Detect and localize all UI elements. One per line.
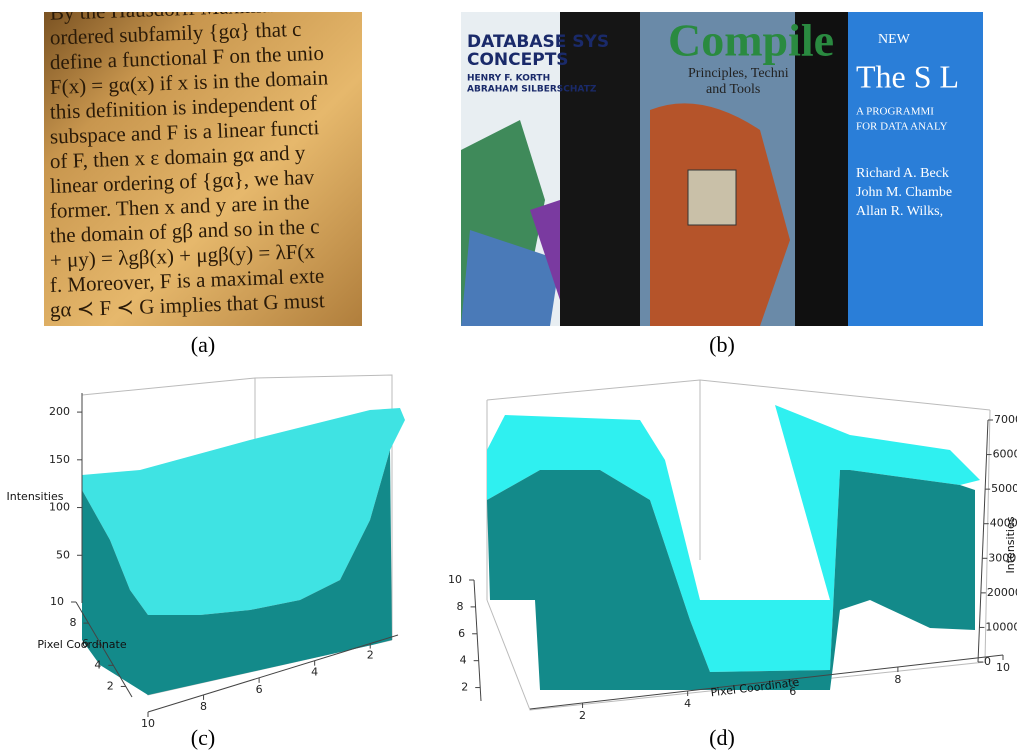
panel-d-plot [487, 380, 990, 710]
book-text: Allan R. Wilks, [856, 204, 943, 219]
book-text: DATABASE SYS [467, 32, 609, 52]
tick-label: 200 [49, 405, 70, 418]
tick-label: 2 [367, 649, 374, 662]
tick-label: 70000 [994, 413, 1017, 426]
book-text: Richard A. Beck [856, 166, 949, 181]
tick-label: 8 [69, 616, 76, 629]
tick-label: 4 [311, 666, 318, 679]
tick-label: 6 [256, 683, 263, 696]
book-text: Principles, Techni [688, 66, 789, 81]
panel-c-plot [82, 375, 405, 695]
book-text: NEW [878, 32, 911, 47]
tick-label: 8 [894, 673, 901, 686]
tick-label: 4 [684, 697, 691, 710]
tick-label: 8 [457, 600, 464, 613]
book-text: John M. Chambe [856, 185, 952, 200]
book-text: CONCEPTS [467, 50, 569, 70]
tick-label: 2 [107, 679, 114, 692]
panel-label: (c) [191, 725, 215, 750]
tick-label: 2 [579, 709, 586, 722]
tick-label: 60000 [993, 448, 1017, 461]
figure: By the Hausdorff Maximal Pordered subfam… [0, 0, 1017, 755]
book-text: FOR DATA ANALY [856, 121, 948, 133]
book-text: Compile [668, 15, 834, 66]
tick-label: 10 [141, 717, 155, 730]
panel-label: (b) [709, 332, 735, 357]
tick-label: 10 [50, 595, 64, 608]
book-text: The S L [856, 58, 959, 94]
book-text: and Tools [706, 82, 760, 97]
tick-label: 20000 [987, 586, 1017, 599]
tick-label: 10 [448, 573, 462, 586]
book-text: ABRAHAM SILBERSCHATZ [467, 85, 597, 95]
panel-label: (d) [709, 725, 735, 750]
axis-line [474, 580, 481, 701]
tick-label: 8 [200, 700, 207, 713]
axis-title: Pixel Coordinate [37, 638, 126, 651]
tick-label: 2 [461, 681, 468, 694]
axis-title: Intensities [1004, 516, 1017, 573]
book-text: A PROGRAMMI [856, 106, 934, 118]
panel-label: (a) [191, 332, 215, 357]
book-text: HENRY F. KORTH [467, 74, 550, 84]
tick-label: 10000 [985, 620, 1017, 633]
tick-label: 150 [49, 453, 70, 466]
tick-label: 10 [996, 661, 1010, 674]
tick-label: 50 [56, 548, 70, 561]
tick-label: 6 [458, 627, 465, 640]
tick-label: 50000 [991, 482, 1017, 495]
tick-label: 4 [460, 654, 467, 667]
axis-title: Intensities [7, 490, 64, 503]
tick-label: 4 [94, 658, 101, 671]
